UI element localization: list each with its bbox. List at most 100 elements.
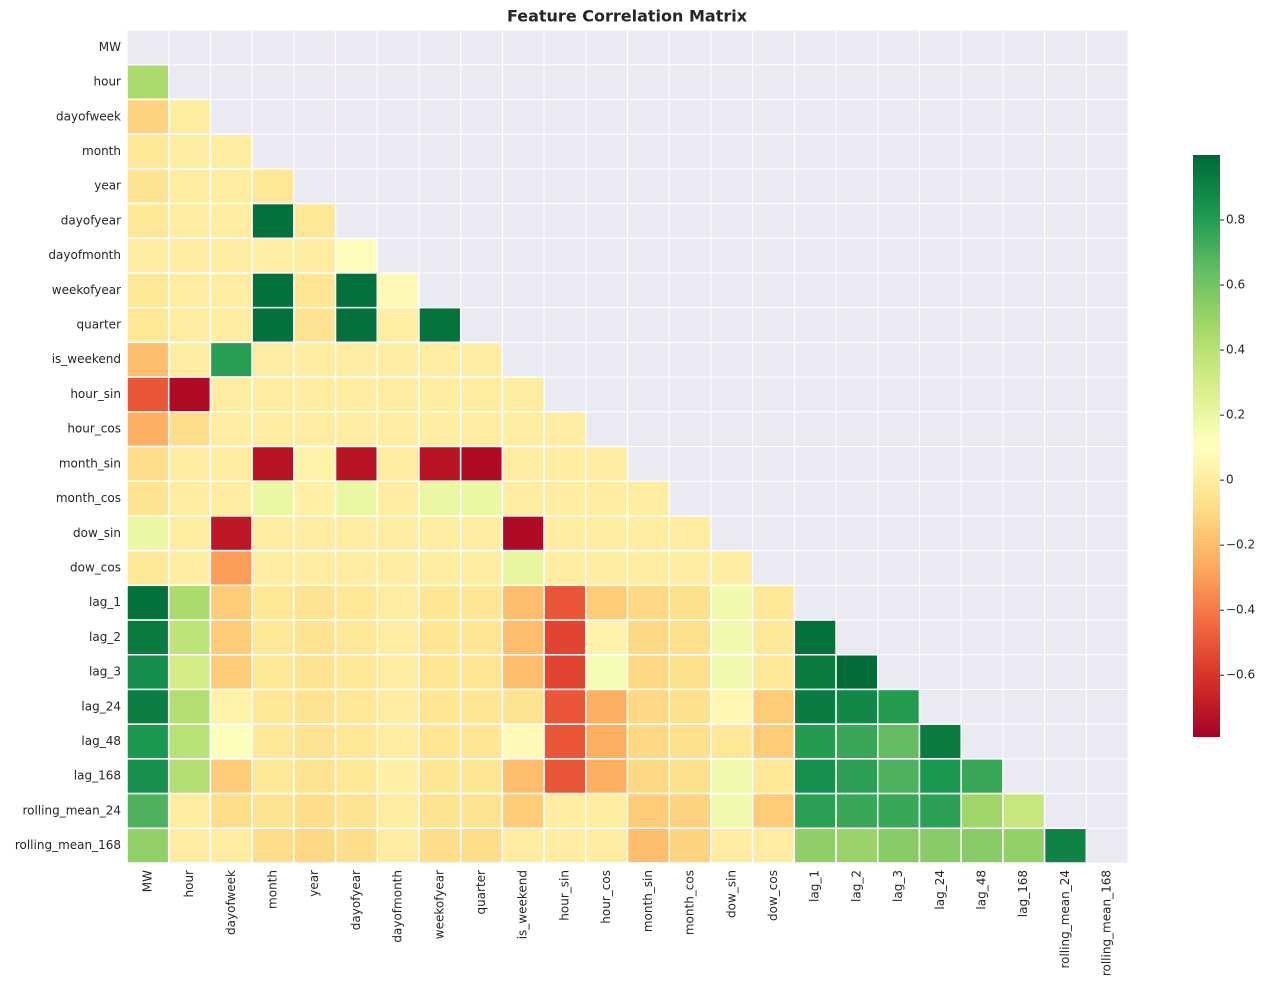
heatmap-cell — [376, 584, 420, 621]
heatmap-cell — [793, 792, 837, 830]
heatmap-cell — [501, 549, 545, 587]
heatmap-cell — [334, 306, 378, 344]
heatmap-cell — [376, 723, 420, 760]
heatmap-cell — [459, 654, 504, 691]
y-tick-label: dow_sin — [73, 526, 121, 540]
heatmap-cell — [626, 758, 670, 795]
heatmap-cell — [960, 758, 1004, 795]
heatmap-cell — [960, 827, 1004, 864]
heatmap-cell — [251, 237, 295, 274]
colorbar-tick-label: 0.6 — [1226, 278, 1245, 292]
heatmap-cell — [585, 827, 629, 864]
heatmap-cell — [710, 619, 754, 656]
y-tick-label: MW — [99, 40, 121, 54]
heatmap-cell — [418, 827, 462, 864]
heatmap-cell — [126, 584, 170, 621]
x-tick-label: is_weekend — [516, 870, 530, 939]
heatmap-cell — [126, 758, 170, 795]
heatmap-cell — [459, 758, 504, 795]
heatmap-cell — [126, 98, 170, 135]
heatmap-cell — [209, 619, 253, 656]
heatmap-cell — [209, 445, 253, 482]
x-tick-label: lag_2 — [849, 870, 863, 902]
heatmap-cell — [209, 306, 253, 344]
heatmap-cell — [501, 619, 545, 656]
heatmap-cell — [585, 723, 629, 760]
heatmap-cell — [501, 723, 545, 760]
heatmap-cell — [334, 411, 378, 448]
heatmap-cell — [251, 376, 295, 413]
heatmap-cell — [251, 584, 295, 621]
heatmap-cell — [626, 723, 670, 760]
heatmap-cell — [710, 758, 754, 795]
heatmap-cell — [710, 584, 754, 621]
heatmap-cell — [418, 654, 462, 691]
x-tick-label: dayofmonth — [391, 870, 405, 943]
x-tick-label: hour_sin — [557, 870, 571, 921]
heatmap-cell — [835, 792, 879, 830]
heatmap-cell — [668, 758, 712, 795]
heatmap-cell — [209, 168, 253, 205]
heatmap-cell — [418, 376, 462, 413]
heatmap-cell — [293, 584, 337, 621]
heatmap-cell — [877, 688, 921, 725]
heatmap-cell — [543, 549, 587, 587]
heatmap-cell — [209, 272, 253, 309]
heatmap-cell — [543, 619, 587, 656]
heatmap-cell — [293, 480, 337, 517]
heatmap-cell — [376, 549, 420, 587]
heatmap-cell — [209, 792, 253, 830]
heatmap-cell — [960, 792, 1004, 830]
heatmap-cell — [167, 98, 212, 135]
heatmap-cell — [209, 515, 253, 552]
heatmap-cell — [167, 168, 212, 205]
heatmap-cell — [418, 584, 462, 621]
y-tick-label: month_cos — [56, 491, 121, 505]
heatmap-cell — [334, 758, 378, 795]
heatmap-cell — [793, 758, 837, 795]
heatmap-cell — [418, 619, 462, 656]
y-tick-label: is_weekend — [52, 352, 121, 366]
heatmap-cell — [251, 272, 295, 309]
heatmap-cell — [167, 792, 212, 830]
heatmap-cell — [126, 515, 170, 552]
heatmap-cell — [668, 619, 712, 656]
y-tick-label: dayofyear — [61, 213, 121, 227]
heatmap-cell — [251, 341, 295, 378]
heatmap-cell — [251, 202, 295, 240]
heatmap-cell — [459, 723, 504, 760]
heatmap-cell — [835, 654, 879, 691]
y-tick-label: lag_48 — [81, 734, 121, 748]
colorbar-tick-label: 0.2 — [1226, 408, 1245, 422]
heatmap-cell — [334, 792, 378, 830]
heatmap-cell — [293, 515, 337, 552]
y-tick-label: rolling_mean_168 — [15, 838, 121, 852]
heatmap-cell — [668, 827, 712, 864]
heatmap-cell — [459, 619, 504, 656]
x-tick-label: hour — [182, 870, 196, 898]
x-tick-label: year — [307, 870, 321, 897]
heatmap-cell — [334, 445, 378, 482]
heatmap-cell — [751, 792, 796, 830]
heatmap-cell — [418, 341, 462, 378]
heatmap-cell — [209, 723, 253, 760]
heatmap-cell — [543, 688, 587, 725]
heatmap-cell — [293, 549, 337, 587]
heatmap-cell — [167, 654, 212, 691]
heatmap-cell — [626, 688, 670, 725]
heatmap-cell — [501, 480, 545, 517]
heatmap-cell — [167, 341, 212, 378]
heatmap-cell — [251, 758, 295, 795]
heatmap-cell — [293, 792, 337, 830]
heatmap-cell — [877, 792, 921, 830]
x-tick-label: month_cos — [683, 870, 697, 935]
heatmap-cell — [918, 827, 962, 864]
heatmap-cell — [126, 619, 170, 656]
heatmap-cell — [209, 411, 253, 448]
colorbar-tick-label: −0.4 — [1226, 603, 1255, 617]
heatmap-cell — [1043, 827, 1088, 864]
y-tick-label: weekofyear — [52, 283, 121, 297]
heatmap-cell — [167, 480, 212, 517]
heatmap-cell — [167, 688, 212, 725]
heatmap-cell — [459, 445, 504, 482]
